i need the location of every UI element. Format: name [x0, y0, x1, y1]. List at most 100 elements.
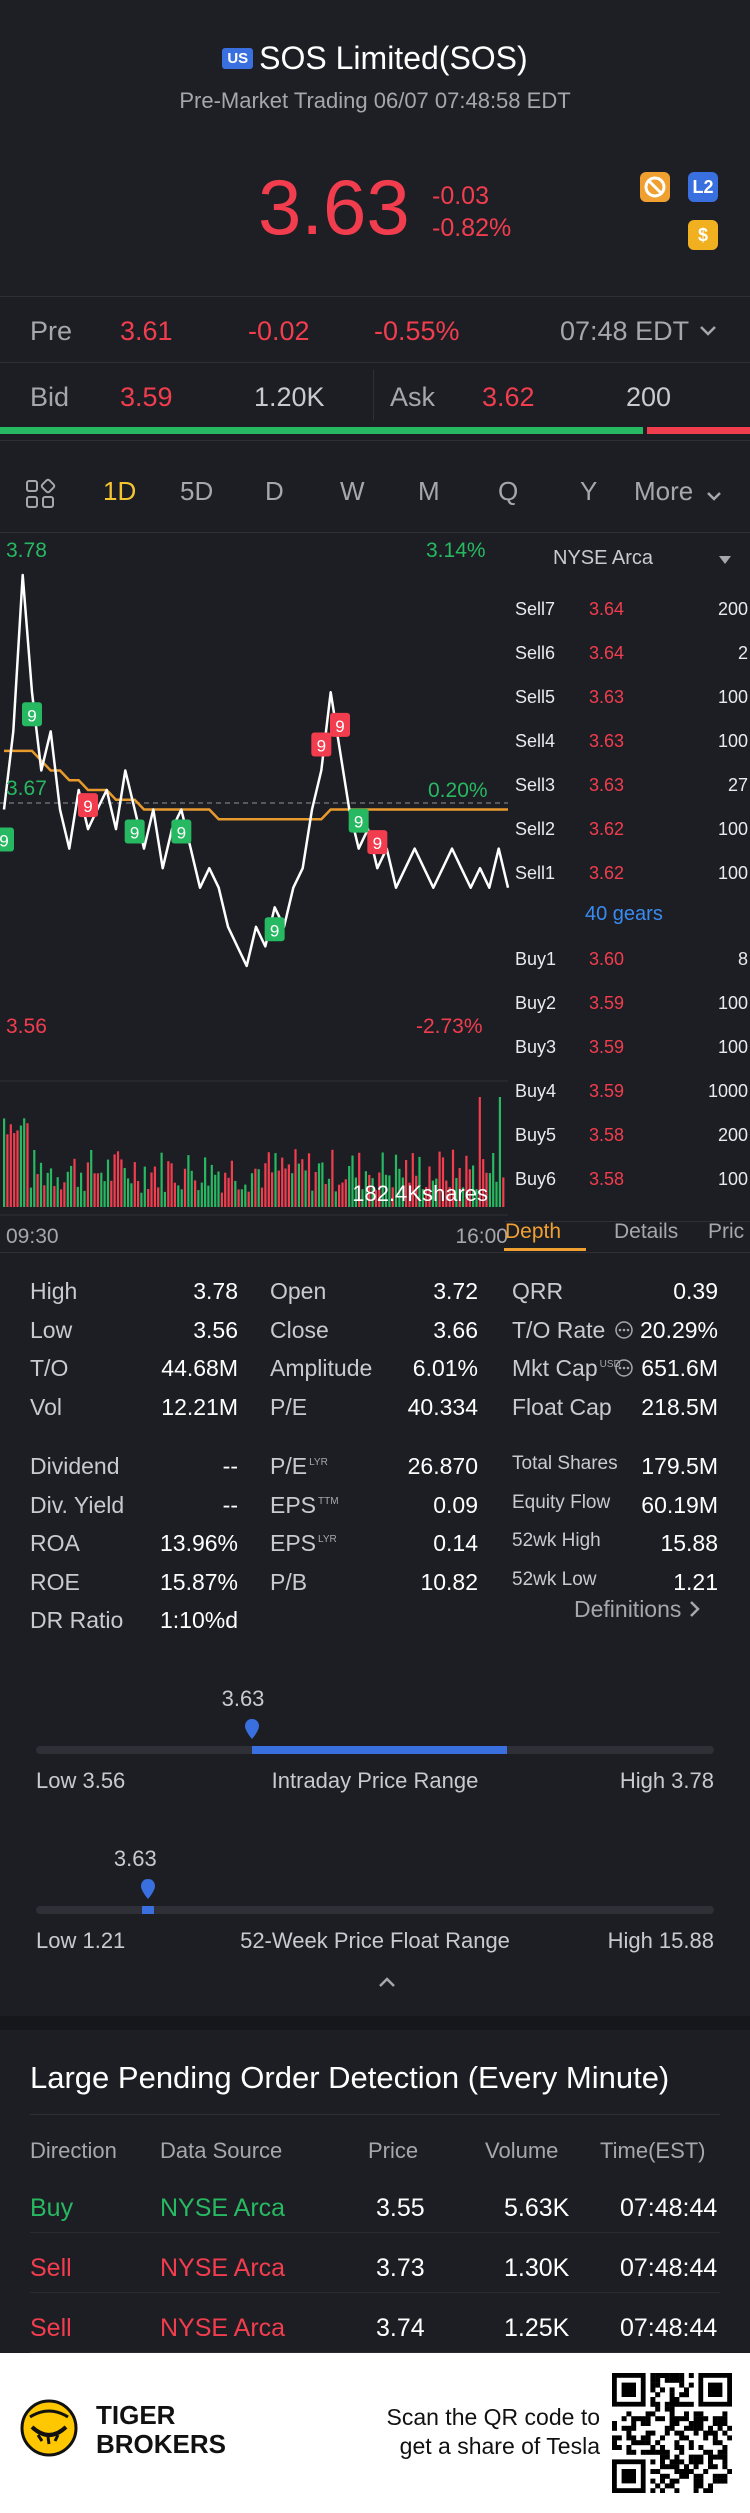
- stat-value: 40.334: [407, 1393, 478, 1420]
- stat-label: ROE: [30, 1568, 80, 1595]
- signal-marker-label: 9: [27, 706, 36, 725]
- stat-label: Close: [270, 1316, 329, 1343]
- exchange-selector[interactable]: NYSE Arca: [553, 547, 654, 569]
- sell-order-row[interactable]: Sell1 3.62 100: [505, 857, 750, 887]
- volume-bar: [49, 1168, 53, 1207]
- sell-order-row[interactable]: Sell5 3.63 100: [505, 681, 750, 711]
- definitions-label: Definitions: [574, 1596, 682, 1622]
- tab-more[interactable]: More: [634, 476, 694, 506]
- signal-marker: 9: [171, 819, 192, 844]
- sell-order-row[interactable]: Sell6 3.64 2: [505, 637, 750, 667]
- volume-bar: [204, 1157, 207, 1207]
- order-price: 3.55: [376, 2194, 425, 2222]
- signal-marker-label: 9: [83, 797, 92, 816]
- tab-month[interactable]: M: [418, 476, 440, 506]
- volume-bar: [180, 1189, 183, 1207]
- volume-bar: [438, 1151, 441, 1207]
- tab-week[interactable]: W: [340, 476, 365, 506]
- stat-value: 3.56: [193, 1316, 238, 1343]
- sell-order-row[interactable]: Sell7 3.64 200: [505, 593, 750, 623]
- buy-order-row[interactable]: Buy1 3.60 8: [505, 943, 750, 973]
- tab-1d[interactable]: 1D: [103, 476, 137, 506]
- cta-line2: get a share of Tesla: [399, 2433, 600, 2459]
- buy-order-row[interactable]: Buy3 3.59 100: [505, 1031, 750, 1061]
- stat-label: Amplitude: [270, 1355, 373, 1381]
- volume-bar: [254, 1168, 257, 1207]
- tab-day[interactable]: D: [265, 476, 284, 506]
- volume-bar: [324, 1184, 327, 1207]
- volume-bar: [110, 1180, 113, 1207]
- volume-bar: [394, 1154, 398, 1207]
- no-sign-icon[interactable]: [640, 172, 670, 202]
- gears-label[interactable]: 40 gears: [585, 903, 663, 925]
- tab-depth[interactable]: Depth: [505, 1220, 562, 1243]
- tab-5d[interactable]: 5D: [180, 476, 214, 506]
- info-icon[interactable]: [614, 1320, 634, 1345]
- volume-bar: [163, 1191, 166, 1207]
- qr-cta: Scan the QR code to get a share of Tesla: [386, 2403, 600, 2461]
- volume-bar: [100, 1172, 103, 1207]
- tab-price[interactable]: Pric: [708, 1220, 745, 1243]
- volume-bar: [301, 1159, 304, 1207]
- volume-bar: [36, 1174, 39, 1207]
- buy-order-row[interactable]: Buy6 3.58 100: [505, 1163, 750, 1193]
- stat-value: 3.78: [193, 1278, 238, 1304]
- volume-bar: [354, 1177, 357, 1207]
- sell-level-label: Sell4: [515, 731, 556, 751]
- volume-bar: [415, 1175, 418, 1207]
- info-icon[interactable]: [614, 1358, 634, 1383]
- buy-level-size: 100: [717, 993, 748, 1013]
- dollar-icon[interactable]: $: [688, 220, 718, 250]
- signal-marker-label: 9: [0, 832, 9, 851]
- sell-order-row[interactable]: Sell2 3.62 100: [505, 813, 750, 843]
- buy-order-row[interactable]: Buy4 3.59 1000: [505, 1075, 750, 1105]
- caret-down-icon[interactable]: [717, 553, 733, 571]
- layout-grid-icon[interactable]: [24, 478, 56, 517]
- stat-value: 15.87%: [159, 1568, 238, 1595]
- volume-bar: [13, 1133, 16, 1207]
- period-tabs: 1D 5D D W M Q Y More: [0, 470, 750, 515]
- buy-order-row[interactable]: Buy2 3.59 100: [505, 987, 750, 1017]
- chevron-down-icon[interactable]: [696, 318, 720, 347]
- volume-bar: [498, 1097, 501, 1207]
- sell-order-row[interactable]: Sell3 3.63 27: [505, 769, 750, 799]
- large-order-row[interactable]: Sell NYSE Arca 3.73 1.30K 07:48:44: [0, 2248, 750, 2293]
- buy-level-label: Buy1: [515, 949, 557, 969]
- buy-level-price: 3.59: [589, 993, 625, 1013]
- qr-code-icon[interactable]: [612, 2373, 732, 2493]
- volume-bar: [445, 1180, 448, 1207]
- volume-bar: [210, 1164, 213, 1207]
- volume-bar: [368, 1174, 371, 1207]
- buy-level-label: Buy2: [515, 993, 557, 1013]
- stat-label: Dividend: [30, 1453, 120, 1479]
- volume-bar: [230, 1160, 233, 1207]
- stat-value: 44.68M: [161, 1355, 238, 1381]
- stat-value: 1:10%d: [159, 1607, 238, 1633]
- large-order-row[interactable]: Sell NYSE Arca 3.74 1.25K 07:48:44: [0, 2308, 750, 2353]
- sell-order-row[interactable]: Sell4 3.63 100: [505, 725, 750, 755]
- volume-bar: [137, 1181, 140, 1207]
- volume-bar: [250, 1173, 254, 1207]
- volume-bar: [371, 1178, 374, 1207]
- collapse-up-icon[interactable]: [376, 1974, 398, 1995]
- definitions-link[interactable]: Definitions: [574, 1596, 702, 1623]
- signal-marker-label: 9: [373, 834, 382, 853]
- order-time: 07:48:44: [620, 2314, 718, 2342]
- stat-label: T/O Rate: [512, 1316, 606, 1343]
- volume-bar: [224, 1172, 227, 1207]
- divider: [0, 440, 750, 441]
- volume-bar: [495, 1181, 498, 1207]
- tab-year[interactable]: Y: [580, 476, 598, 506]
- level2-icon[interactable]: L2: [688, 172, 718, 202]
- volume-bar: [321, 1162, 324, 1207]
- large-order-row[interactable]: Buy NYSE Arca 3.55 5.63K 07:48:44: [0, 2188, 750, 2233]
- tab-quarter[interactable]: Q: [498, 476, 519, 506]
- chevron-down-icon[interactable]: [704, 482, 724, 513]
- time-end-label: 16:00: [455, 1225, 508, 1248]
- signal-marker: 9: [348, 808, 369, 833]
- tab-details[interactable]: Details: [614, 1220, 679, 1243]
- price-line: [2, 573, 510, 968]
- volume-bar: [441, 1157, 445, 1207]
- buy-order-row[interactable]: Buy5 3.58 200: [505, 1119, 750, 1149]
